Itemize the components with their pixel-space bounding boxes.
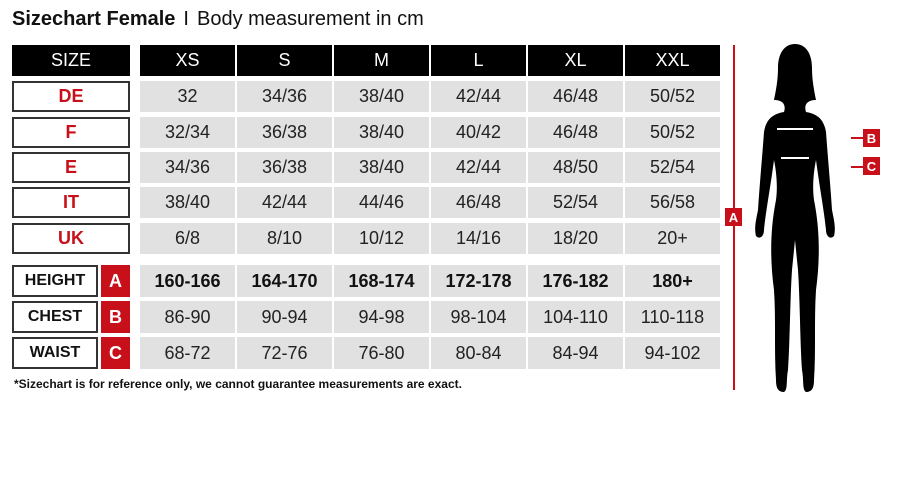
title-separator: I	[183, 8, 189, 30]
page-title: Sizechart Female I Body measurement in cm	[12, 8, 424, 31]
table-cell: 168-174	[334, 265, 429, 297]
table-cell: 6/8	[140, 223, 235, 254]
size-header-xl: XL	[528, 45, 623, 76]
table-cell: 38/40	[334, 152, 429, 183]
table-cell: 56/58	[625, 187, 720, 218]
table-cell: 180+	[625, 265, 720, 297]
table-cell: 160-166	[140, 265, 235, 297]
table-cell: 164-170	[237, 265, 332, 297]
table-cell: 68-72	[140, 337, 235, 369]
title-subtitle: Body measurement in cm	[196, 8, 424, 30]
table-cell: 84-94	[528, 337, 623, 369]
table-cell: 80-84	[431, 337, 526, 369]
table-cell: 72-76	[237, 337, 332, 369]
table-cell: 42/44	[431, 152, 526, 183]
row-label-e: E	[12, 152, 130, 183]
table-cell: 32	[140, 81, 235, 112]
female-silhouette	[755, 44, 835, 392]
table-cell: 38/40	[334, 117, 429, 148]
table-cell: 38/40	[140, 187, 235, 218]
table-cell: 42/44	[431, 81, 526, 112]
size-header-m: M	[334, 45, 429, 76]
table-cell: 44/46	[334, 187, 429, 218]
table-cell: 34/36	[237, 81, 332, 112]
table-cell: 52/54	[625, 152, 720, 183]
table-cell: 94-102	[625, 337, 720, 369]
table-cell: 46/48	[528, 117, 623, 148]
waist-pointer-line	[851, 166, 863, 168]
table-cell: 36/38	[237, 117, 332, 148]
table-cell: 50/52	[625, 81, 720, 112]
table-cell: 172-178	[431, 265, 526, 297]
table-cell: 94-98	[334, 301, 429, 333]
table-cell: 46/48	[431, 187, 526, 218]
table-cell: 110-118	[625, 301, 720, 333]
table-cell: 40/42	[431, 117, 526, 148]
size-header-xxl: XXL	[625, 45, 720, 76]
table-cell: 42/44	[237, 187, 332, 218]
table-cell: 8/10	[237, 223, 332, 254]
table-cell: 90-94	[237, 301, 332, 333]
table-cell: 104-110	[528, 301, 623, 333]
table-cell: 46/48	[528, 81, 623, 112]
size-header-label: SIZE	[12, 45, 130, 76]
table-cell: 50/52	[625, 117, 720, 148]
marker-letter-a: A	[101, 265, 130, 297]
row-label-it: IT	[12, 187, 130, 218]
marker-c: C	[863, 157, 880, 175]
table-cell: 10/12	[334, 223, 429, 254]
chest-pointer-line	[851, 137, 863, 139]
table-cell: 34/36	[140, 152, 235, 183]
table-cell: 86-90	[140, 301, 235, 333]
marker-letter-b: B	[101, 301, 130, 333]
row-label-de: DE	[12, 81, 130, 112]
row-label-height: HEIGHT	[12, 265, 98, 297]
marker-a: A	[725, 208, 742, 226]
table-cell: 76-80	[334, 337, 429, 369]
footnote: *Sizechart is for reference only, we can…	[14, 377, 462, 391]
title-main: Sizechart Female	[12, 8, 176, 30]
table-cell: 38/40	[334, 81, 429, 112]
size-header-l: L	[431, 45, 526, 76]
row-label-f: F	[12, 117, 130, 148]
marker-letter-c: C	[101, 337, 130, 369]
table-cell: 32/34	[140, 117, 235, 148]
row-label-chest: CHEST	[12, 301, 98, 333]
size-header-xs: XS	[140, 45, 235, 76]
table-cell: 52/54	[528, 187, 623, 218]
table-cell: 176-182	[528, 265, 623, 297]
table-cell: 98-104	[431, 301, 526, 333]
table-cell: 48/50	[528, 152, 623, 183]
row-label-waist: WAIST	[12, 337, 98, 369]
marker-b: B	[863, 129, 880, 147]
table-cell: 20+	[625, 223, 720, 254]
size-header-s: S	[237, 45, 332, 76]
table-cell: 14/16	[431, 223, 526, 254]
table-cell: 36/38	[237, 152, 332, 183]
row-label-uk: UK	[12, 223, 130, 254]
table-cell: 18/20	[528, 223, 623, 254]
